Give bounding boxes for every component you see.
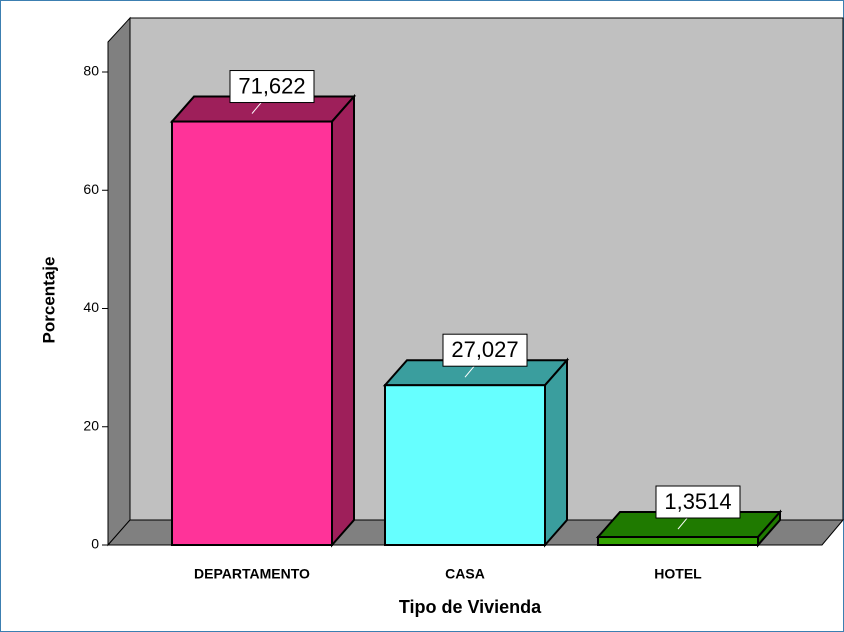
value-label-box <box>655 485 741 519</box>
bar <box>597 536 759 546</box>
y-tick-label: 60 <box>83 181 99 197</box>
x-tick-label: DEPARTAMENTO <box>194 566 310 582</box>
bar <box>171 120 333 547</box>
y-tick-label: 80 <box>83 63 99 79</box>
y-tick-label: 20 <box>83 417 99 433</box>
value-label: 71,622 <box>238 73 305 98</box>
x-tick-label: HOTEL <box>654 566 702 582</box>
bar-side <box>544 357 568 548</box>
bar-side <box>331 93 355 548</box>
y-axis-title: Porcentaje <box>39 257 58 344</box>
y-tick-label: 40 <box>83 299 99 315</box>
x-axis-title: Tipo de Vivienda <box>399 597 542 617</box>
x-tick-label: CASA <box>445 566 485 582</box>
value-label: 27,027 <box>451 337 518 362</box>
bar <box>384 384 546 546</box>
leader-line <box>677 516 689 530</box>
value-label-box <box>442 333 528 367</box>
leader-line <box>251 101 263 114</box>
y-tick-label: 0 <box>91 536 99 552</box>
leader-line <box>464 364 476 378</box>
side-wall <box>107 16 131 547</box>
value-label: 1,3514 <box>664 489 731 514</box>
value-label-box <box>229 70 315 104</box>
